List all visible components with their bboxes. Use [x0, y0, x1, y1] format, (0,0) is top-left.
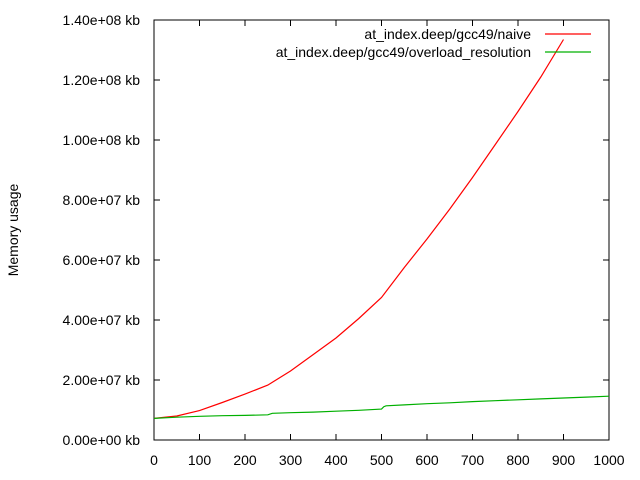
- x-tick-label: 200: [233, 452, 257, 468]
- y-tick-label: 0.00e+00 kb: [63, 432, 141, 448]
- x-tick-label: 100: [188, 452, 212, 468]
- x-tick-label: 400: [324, 452, 348, 468]
- series-line-0: [153, 39, 565, 419]
- legend-label-1: at_index.deep/gcc49/overload_resolution: [276, 44, 531, 60]
- series-layer: [153, 39, 610, 419]
- y-tick-label: 4.00e+07 kb: [63, 312, 141, 328]
- x-tick-label: 800: [506, 452, 530, 468]
- x-tick-label: 700: [461, 452, 485, 468]
- series-line-1: [153, 395, 610, 419]
- y-tick-label: 2.00e+07 kb: [63, 372, 141, 388]
- x-tick-label: 0: [150, 452, 158, 468]
- x-tick-label: 500: [370, 452, 394, 468]
- legend: at_index.deep/gcc49/naive at_index.deep/g…: [276, 26, 591, 60]
- x-tick-label: 600: [415, 452, 439, 468]
- legend-label-0: at_index.deep/gcc49/naive: [364, 26, 531, 42]
- y-axis-label: Memory usage: [5, 183, 21, 276]
- x-tick-label: 1000: [593, 452, 624, 468]
- plot-frame: [153, 19, 610, 441]
- x-axis-ticks: 0 100 200 300 400 500 600 700 800 900 1000: [150, 20, 625, 468]
- x-tick-label: 300: [279, 452, 303, 468]
- y-tick-label: 6.00e+07 kb: [63, 252, 141, 268]
- y-tick-label: 8.00e+07 kb: [63, 192, 141, 208]
- x-tick-label: 900: [552, 452, 576, 468]
- y-axis-ticks: 0.00e+00 kb 2.00e+07 kb 4.00e+07 kb 6.00e+0…: [63, 12, 609, 448]
- y-tick-label: 1.40e+08 kb: [63, 12, 141, 28]
- y-tick-label: 1.20e+08 kb: [63, 72, 141, 88]
- y-tick-label: 1.00e+08 kb: [63, 132, 141, 148]
